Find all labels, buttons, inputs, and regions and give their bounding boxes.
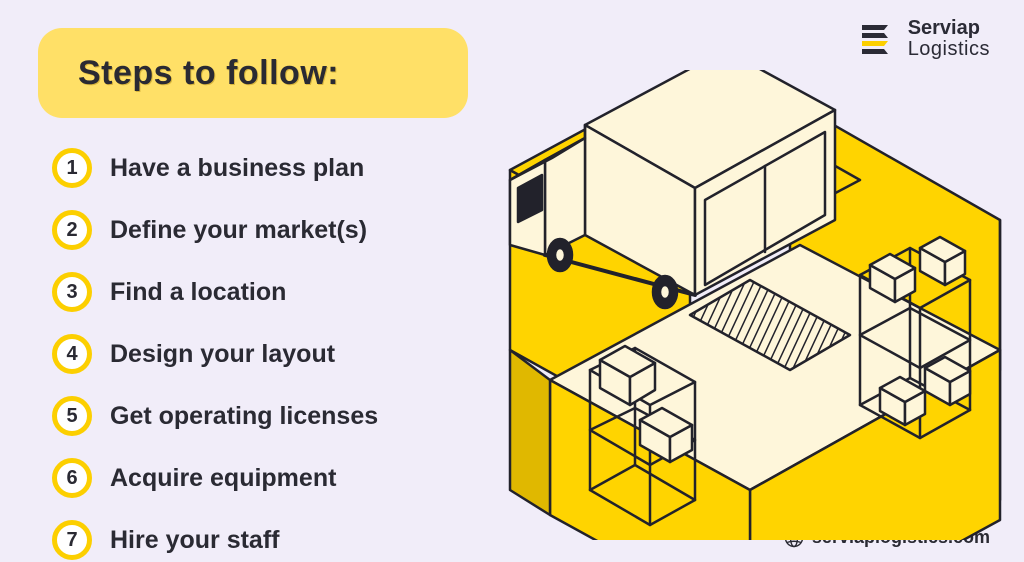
step-number-badge: 7 xyxy=(52,520,92,560)
list-item: 2 Define your market(s) xyxy=(52,210,378,250)
list-item: 4 Design your layout xyxy=(52,334,378,374)
step-label: Hire your staff xyxy=(110,526,279,555)
brand-logo: Serviap Logistics xyxy=(858,18,990,60)
step-label: Find a location xyxy=(110,278,286,307)
list-item: 1 Have a business plan xyxy=(52,148,378,188)
list-item: 7 Hire your staff xyxy=(52,520,378,560)
step-number-badge: 4 xyxy=(52,334,92,374)
title-pill: Steps to follow: xyxy=(38,28,468,118)
logo-text: Serviap Logistics xyxy=(908,18,990,60)
step-label: Have a business plan xyxy=(110,154,364,183)
list-item: 3 Find a location xyxy=(52,272,378,312)
step-number-badge: 6 xyxy=(52,458,92,498)
globe-icon xyxy=(784,528,804,548)
page-title: Steps to follow: xyxy=(78,54,339,93)
step-number-badge: 3 xyxy=(52,272,92,312)
url-text: serviaplogistics.com xyxy=(812,527,990,548)
list-item: 6 Acquire equipment xyxy=(52,458,378,498)
step-label: Acquire equipment xyxy=(110,464,336,493)
step-label: Define your market(s) xyxy=(110,216,367,245)
step-number-badge: 1 xyxy=(52,148,92,188)
logo-line2: Logistics xyxy=(908,39,990,60)
website-url: serviaplogistics.com xyxy=(784,527,990,548)
step-label: Get operating licenses xyxy=(110,402,378,431)
list-item: 5 Get operating licenses xyxy=(52,396,378,436)
step-number-badge: 5 xyxy=(52,396,92,436)
step-label: Design your layout xyxy=(110,340,335,369)
logo-line1: Serviap xyxy=(908,18,990,39)
steps-list: 1 Have a business plan 2 Define your mar… xyxy=(52,148,378,560)
logo-mark-icon xyxy=(858,19,898,59)
step-number-badge: 2 xyxy=(52,210,92,250)
